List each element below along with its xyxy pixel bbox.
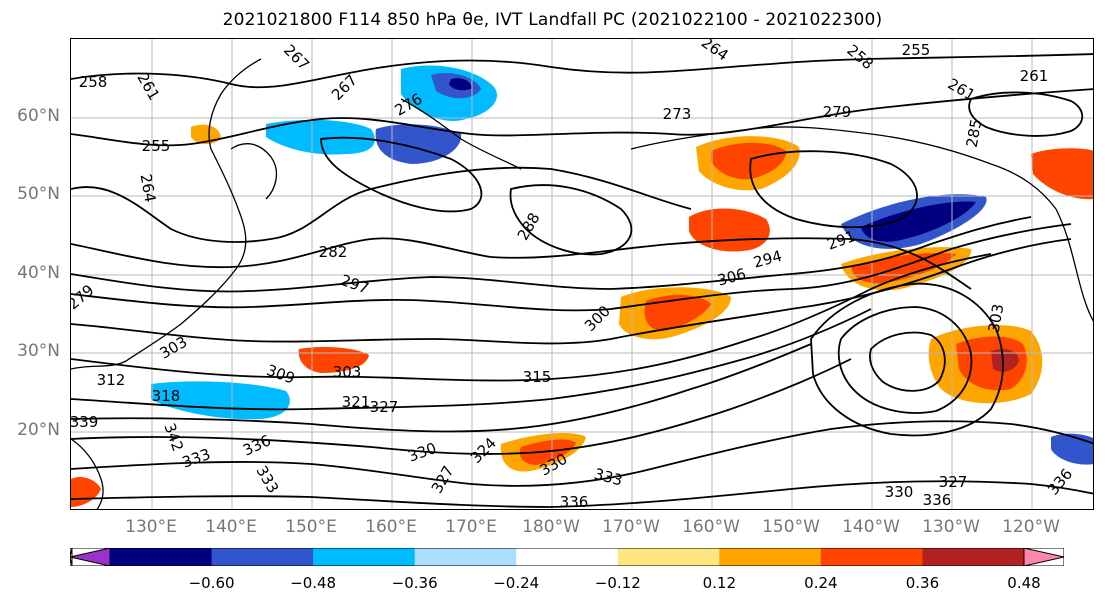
colorbar-segment bbox=[922, 548, 1025, 566]
map-canvas: 258 261 255 264 267 267 276 264 258 255 … bbox=[71, 39, 1093, 510]
lat-label: 50°N bbox=[17, 184, 60, 204]
contour-label: 303 bbox=[333, 363, 362, 381]
colorbar-segment bbox=[516, 548, 619, 566]
map-panel: 258 261 255 264 267 267 276 264 258 255 … bbox=[70, 38, 1094, 510]
contour-label: 321 bbox=[342, 393, 371, 411]
contour-label: 333 bbox=[180, 445, 213, 472]
contour-label: 294 bbox=[752, 247, 784, 272]
colorbar-tick-label: −0.48 bbox=[290, 574, 337, 592]
lon-label: 150°W bbox=[762, 517, 820, 537]
colorbar-segment bbox=[110, 548, 213, 566]
colorbar-segment bbox=[719, 548, 822, 566]
colorbar-tick-label: 0.36 bbox=[905, 574, 940, 592]
contour-label: 279 bbox=[823, 103, 852, 121]
contour-label: 330 bbox=[885, 483, 914, 501]
contour-label: 255 bbox=[902, 41, 931, 59]
colorbar-tick-label: −0.60 bbox=[188, 574, 235, 592]
lat-label: 30°N bbox=[17, 341, 60, 361]
colorbar-segment bbox=[313, 548, 416, 566]
contour-label: 279 bbox=[71, 281, 98, 313]
colorbar-tick-label: −0.24 bbox=[493, 574, 540, 592]
colorbar-segment bbox=[211, 548, 314, 566]
colorbar-extend-high bbox=[1023, 548, 1064, 566]
contour-label: 342 bbox=[160, 421, 187, 454]
colorbar-extend-low bbox=[70, 548, 111, 566]
theta-e-contours bbox=[71, 53, 1093, 508]
anomaly-shading bbox=[71, 65, 1093, 507]
contour-label: 261 bbox=[1020, 67, 1049, 85]
lat-label: 20°N bbox=[17, 420, 60, 440]
contour-label: 291 bbox=[825, 227, 858, 254]
contour-label: 336 bbox=[1044, 465, 1076, 499]
positive-anomaly-region bbox=[711, 142, 786, 180]
contour-label: 327 bbox=[370, 398, 399, 416]
colorbar-segment bbox=[414, 548, 517, 566]
contour-label: 309 bbox=[264, 361, 297, 388]
contour-label: 258 bbox=[79, 73, 108, 91]
positive-anomaly-region bbox=[71, 477, 101, 507]
contour-label: 285 bbox=[963, 117, 986, 148]
contour-label: 303 bbox=[985, 302, 1008, 333]
contour-label: 255 bbox=[142, 137, 171, 155]
colorbar-tick-label: 0.24 bbox=[804, 574, 838, 592]
graticule bbox=[71, 39, 1093, 509]
colorbar-segment bbox=[617, 548, 720, 566]
lat-label: 60°N bbox=[17, 106, 60, 126]
colorbar-segment bbox=[820, 548, 923, 566]
positive-anomaly-region bbox=[991, 349, 1019, 372]
colorbar-tick-label: 0.48 bbox=[1007, 574, 1041, 592]
negative-anomaly-region bbox=[449, 78, 472, 91]
contour-label: 327 bbox=[939, 473, 968, 491]
contour-label: 330 bbox=[406, 439, 439, 466]
contour-label: 264 bbox=[137, 172, 160, 203]
lat-label: 40°N bbox=[17, 263, 60, 283]
lon-label: 170°E bbox=[445, 517, 497, 537]
contour-label: 339 bbox=[71, 413, 98, 431]
positive-anomaly-region bbox=[1031, 148, 1093, 200]
colorbar-tick-label: 0.12 bbox=[702, 574, 737, 592]
contour-label: 336 bbox=[923, 491, 952, 509]
lon-label: 130°W bbox=[922, 517, 980, 537]
lon-label: 150°E bbox=[285, 517, 337, 537]
contour-label: 315 bbox=[523, 368, 552, 386]
contour-label: 267 bbox=[280, 41, 313, 74]
colorbar bbox=[70, 548, 1064, 566]
negative-anomaly-region bbox=[1051, 433, 1093, 465]
contour-label: 333 bbox=[252, 463, 282, 497]
positive-anomaly-region bbox=[191, 124, 221, 145]
contour-label: 336 bbox=[560, 493, 589, 510]
lon-label: 160°E bbox=[365, 517, 417, 537]
contour-label: 264 bbox=[698, 39, 732, 64]
colorbar-tick-label: −0.12 bbox=[594, 574, 641, 592]
lon-label: 170°W bbox=[602, 517, 660, 537]
positive-anomaly-region bbox=[519, 439, 576, 465]
lon-label: 160°W bbox=[682, 517, 740, 537]
contour-label: 306 bbox=[716, 265, 748, 290]
contour-label: 273 bbox=[663, 105, 692, 123]
negative-anomaly-region bbox=[266, 119, 375, 155]
contour-label: 333 bbox=[592, 465, 624, 490]
lon-label: 180°W bbox=[522, 517, 580, 537]
negative-anomaly-region bbox=[861, 201, 976, 242]
contour-label: 336 bbox=[240, 431, 274, 459]
positive-anomaly-region bbox=[689, 208, 770, 252]
contour-label: 318 bbox=[152, 387, 181, 405]
contour-label: 327 bbox=[428, 463, 458, 497]
contour-label: 312 bbox=[97, 371, 126, 389]
lon-label: 120°W bbox=[1002, 517, 1060, 537]
coastlines bbox=[71, 58, 1093, 509]
contour-label: 282 bbox=[319, 243, 348, 261]
colorbar-tick-label: −0.36 bbox=[391, 574, 438, 592]
contour-label: 300 bbox=[581, 302, 614, 335]
map-title: 2021021800 F114 850 hPa θe, IVT Landfall… bbox=[222, 10, 883, 30]
lon-label: 140°W bbox=[842, 517, 900, 537]
lon-label: 140°E bbox=[205, 517, 257, 537]
positive-anomaly-region bbox=[644, 294, 711, 331]
lon-label: 130°E bbox=[125, 517, 177, 537]
